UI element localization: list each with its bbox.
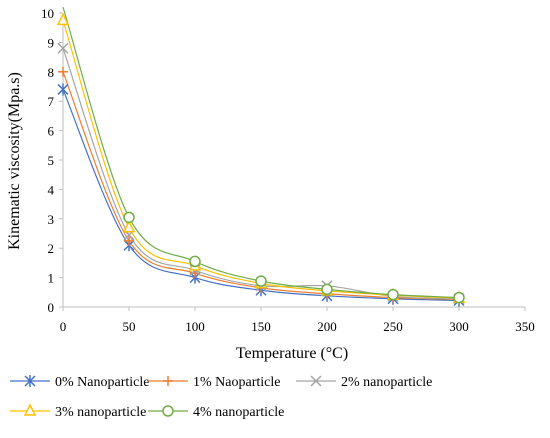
- series-line-1: [62, 71, 460, 300]
- data-point-series-4: [387, 288, 399, 301]
- x-tick-label: 300: [449, 319, 469, 334]
- legend-label: 0% Nanoparticle: [55, 375, 149, 390]
- y-tick-label: 7: [48, 94, 55, 109]
- data-point-series-1: [124, 235, 134, 246]
- x-axis-title: Temperature (°C): [236, 345, 348, 362]
- legend-item: 3% nanoparticle: [10, 403, 146, 420]
- legend-item: 2% nanoparticle: [296, 375, 432, 390]
- y-tick-label: 6: [48, 124, 55, 139]
- legend-marker: [162, 405, 174, 417]
- legend-label: 4% nanoparticle: [193, 405, 284, 420]
- series-line-3: [62, 20, 460, 299]
- legend-marker: [163, 376, 173, 386]
- x-tick-label: 200: [317, 319, 337, 334]
- legend-item: 0% Nanoparticle: [10, 375, 149, 390]
- data-point-series-4: [321, 283, 333, 296]
- y-tick-label: 2: [48, 241, 55, 256]
- series-line-2: [62, 48, 460, 300]
- y-tick-label: 10: [41, 6, 54, 21]
- legend-label: 1% Naoparticle: [193, 375, 280, 390]
- y-tick-label: 4: [48, 182, 55, 197]
- x-tick-label: 250: [383, 319, 403, 334]
- y-axis-title: Kinematic viscosity(Mpa.s): [6, 72, 23, 250]
- legend: 0% Nanoparticle 1% Naoparticle 2% nanopart…: [10, 375, 432, 420]
- y-tick-label: 8: [48, 65, 55, 80]
- data-point-series-4: [123, 211, 135, 224]
- x-tick-label: 50: [123, 319, 136, 334]
- y-tick-label: 9: [48, 35, 55, 50]
- y-tick-label: 1: [48, 271, 55, 286]
- y-tick-label: 0: [48, 300, 55, 315]
- legend-item: 1% Naoparticle: [148, 375, 280, 390]
- legend-item: 4% nanoparticle: [148, 405, 284, 420]
- data-point-series-0: [57, 83, 69, 96]
- data-point-series-4: [255, 275, 267, 287]
- data-point-series-3: [122, 219, 136, 233]
- x-tick-label: 0: [60, 319, 67, 334]
- data-point-series-4: [189, 255, 201, 268]
- marker-layer: [56, 12, 466, 307]
- series-line-4: [62, 6, 460, 299]
- axes: 0 50 100 150 200 250 300 350 0 1 2 3 4 5 6 7 8 9 10: [41, 6, 535, 334]
- legend-marker: [310, 375, 322, 387]
- data-point-series-3: [56, 12, 70, 26]
- y-tick-label: 5: [48, 153, 55, 168]
- legend-marker: [23, 403, 37, 416]
- data-point-series-2: [57, 42, 69, 54]
- data-point-series-1: [58, 66, 68, 77]
- legend-label: 3% nanoparticle: [55, 405, 146, 420]
- x-tick-label: 350: [515, 319, 535, 334]
- x-tick-label: 150: [251, 319, 271, 334]
- y-tick-label: 3: [48, 212, 55, 227]
- series-line-0: [62, 89, 460, 302]
- data-point-series-4: [453, 291, 465, 304]
- x-tick-label: 100: [185, 319, 205, 334]
- legend-label: 2% nanoparticle: [341, 375, 432, 390]
- legend-marker: [24, 375, 36, 387]
- series-layer: [62, 6, 460, 302]
